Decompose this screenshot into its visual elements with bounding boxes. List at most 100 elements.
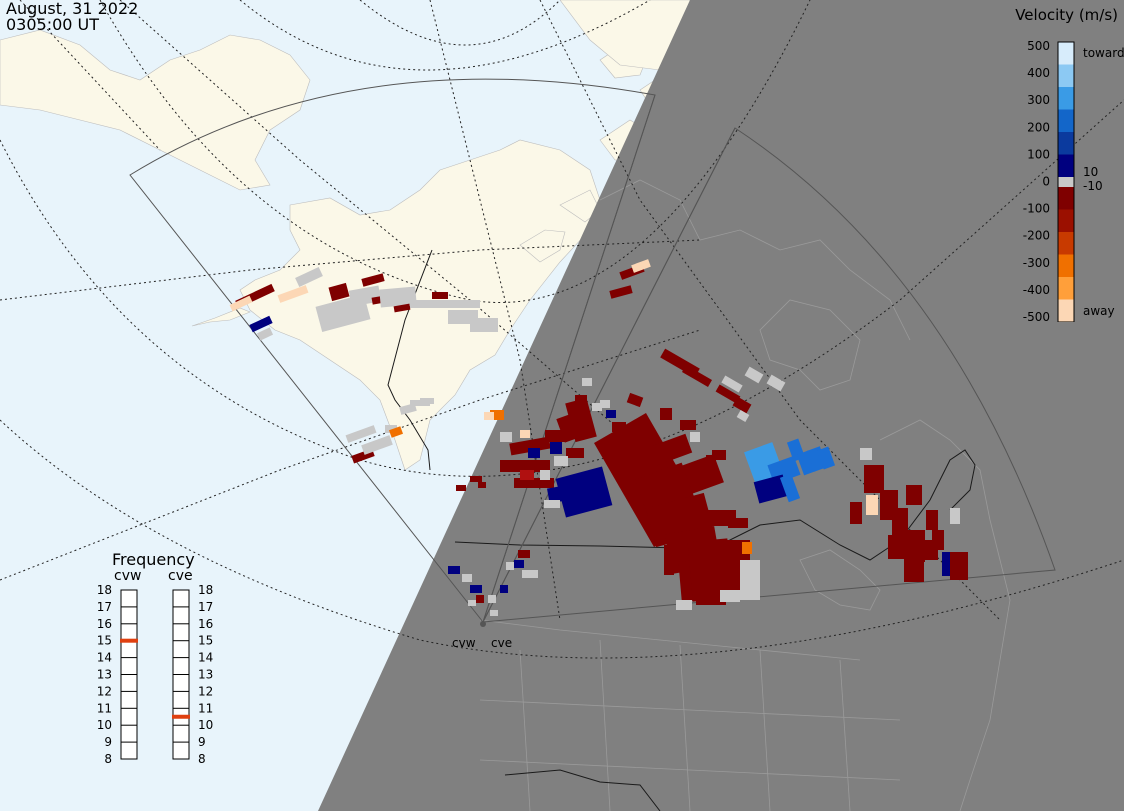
date-label: August, 31 2022 (6, 0, 139, 18)
alaska-peninsula (191, 307, 251, 327)
siberia-land (0, 29, 311, 191)
echo-cell (555, 466, 613, 518)
lat-circle-5 (0, 419, 1124, 659)
echo-cell (850, 502, 862, 524)
echo-cell (600, 400, 610, 408)
echo-cell (490, 610, 498, 616)
echo-cell (229, 295, 253, 312)
echo-cell (732, 396, 752, 414)
frequency-level-left: 13 (97, 668, 112, 682)
echo-cell (509, 436, 551, 456)
echo-cell (462, 574, 472, 582)
colorbar-segment (1058, 154, 1074, 177)
velocity-tick: 200 (1027, 120, 1050, 134)
frequency-col-cvw: cvw (114, 568, 142, 584)
echo-cell (742, 542, 752, 554)
time-label: 0305:00 UT (6, 15, 100, 34)
echo-cell (295, 266, 323, 288)
fov-beam-a (482, 94, 656, 623)
echo-cell (544, 500, 560, 508)
radar-label-cvw: cvw (452, 636, 476, 650)
radar-site-markers (480, 621, 486, 627)
echo-cell (682, 365, 712, 387)
cvw-site-marker[interactable] (480, 621, 486, 627)
colorbar-segment (1058, 232, 1074, 255)
frequency-panel: 18 18 17 17 16 16 15 15 14 14 13 13 12 12 11 11 10 10 9 9 8 8 (97, 583, 214, 766)
echo-cell (715, 384, 741, 404)
velocity-tick: -400 (1023, 283, 1050, 297)
echo-cell (315, 293, 371, 333)
echo-cell (606, 410, 616, 418)
echo-cell (388, 426, 404, 438)
echo-cell (393, 303, 411, 313)
echo-cell (249, 315, 273, 333)
echo-cell (676, 600, 692, 610)
echo-cell (631, 259, 651, 273)
echo-cell (277, 285, 309, 303)
night-terminator-region (318, 0, 1124, 811)
frequency-level-left: 15 (97, 634, 112, 648)
velocity-tick: 500 (1027, 39, 1050, 53)
velocity-title: Velocity (m/s) (1015, 6, 1118, 24)
lon-line-4 (119, 0, 621, 431)
echo-cell (892, 508, 908, 538)
frequency-level-right: 10 (198, 718, 213, 732)
frequency-level-left: 12 (97, 684, 112, 698)
echo-cell (816, 446, 836, 470)
frequency-marker-cvw (120, 638, 138, 643)
echo-cell (721, 375, 743, 393)
echo-cell (626, 392, 644, 408)
colorbar-segment (1058, 187, 1074, 210)
frequency-level-right: 14 (198, 651, 213, 665)
echo-cell (806, 446, 828, 472)
echo-cell (950, 508, 960, 524)
echo-cell (950, 552, 968, 580)
us-mexico-border (504, 769, 661, 811)
echo-cell (410, 300, 440, 308)
echo-cell (922, 540, 938, 560)
lat-circle-4 (0, 99, 1124, 477)
colorbar-segment (1058, 109, 1074, 132)
echo-cell (766, 374, 786, 392)
velocity-tick: 400 (1027, 66, 1050, 80)
cvw-fov (129, 78, 656, 624)
frequency-level-left: 18 (97, 583, 112, 597)
colorbar-ground-scatter (1058, 177, 1074, 187)
echo-cell (660, 408, 672, 420)
echo-cell (518, 550, 530, 558)
colorbar-frame (1057, 41, 1075, 322)
echo-cell (456, 485, 466, 491)
echo-cell (500, 432, 512, 442)
echo-cell (926, 510, 938, 530)
arctic-archipelago-outline (599, 179, 911, 341)
frequency-level-right: 18 (198, 583, 213, 597)
echo-cell (448, 566, 460, 574)
frequency-level-right: 13 (198, 668, 213, 682)
echo-cell (440, 300, 480, 308)
echo-cell (520, 470, 534, 480)
lon-line-5 (0, 329, 701, 581)
frequency-level-left: 9 (104, 735, 112, 749)
frequency-level-left: 14 (97, 651, 112, 665)
echo-cell (468, 600, 476, 606)
echo-cell (361, 273, 385, 287)
echo-cell (432, 292, 448, 299)
frequency-level-right: 17 (198, 600, 213, 614)
echo-cell (796, 450, 816, 476)
us-states-grid (479, 619, 901, 811)
echo-cell (550, 442, 562, 454)
velocity-toward-label: toward (1083, 46, 1124, 60)
radar-label-cve: cve (491, 636, 513, 650)
echo-cell (860, 448, 872, 460)
echo-cell (500, 585, 508, 593)
echo-cell (904, 550, 924, 582)
echo-cell (478, 482, 486, 488)
echo-cell (592, 403, 602, 411)
velocity-tick: 300 (1027, 93, 1050, 107)
alaska-canada-border (387, 249, 433, 471)
frequency-marker-cve (172, 714, 190, 719)
echo-cell (740, 560, 760, 600)
velocity-tick: -100 (1023, 202, 1050, 216)
cve-fov (482, 127, 1056, 623)
